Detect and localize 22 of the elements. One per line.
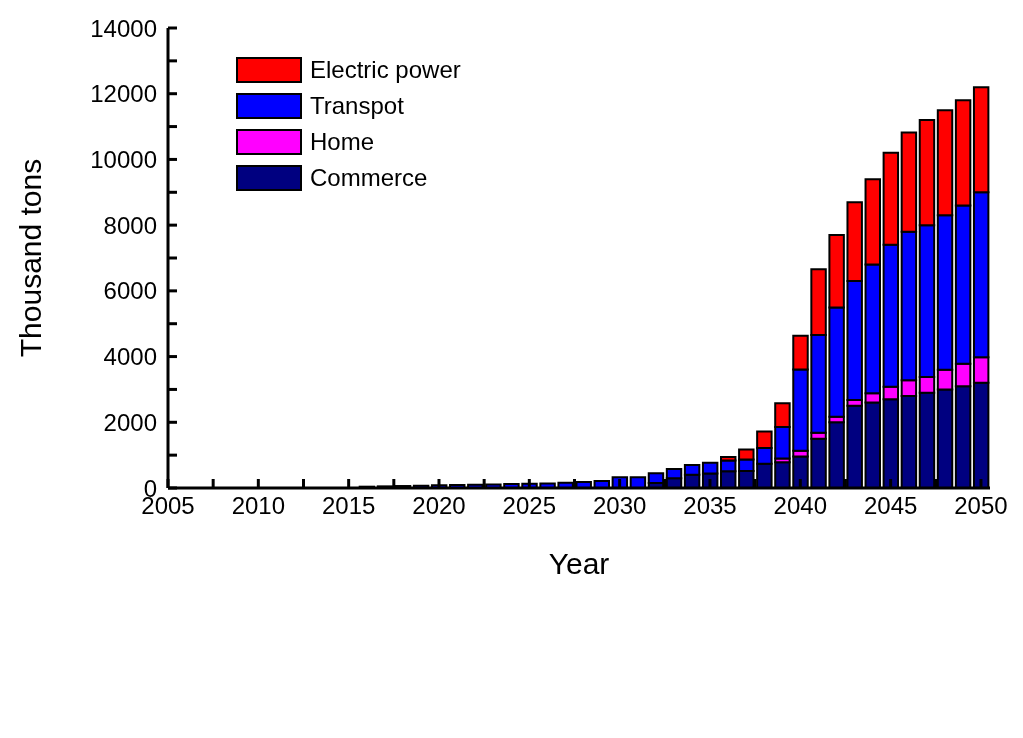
y-tick-label: 6000 xyxy=(103,277,157,305)
x-tick-label: 2010 xyxy=(231,492,286,520)
x-tick-label: 2025 xyxy=(502,492,557,520)
x-tick-label: 2050 xyxy=(954,492,1008,520)
x-tick-label: 2015 xyxy=(321,492,376,520)
legend-label: Commerce xyxy=(310,164,428,192)
legend-label: Transpot xyxy=(310,92,404,120)
x-tick-label: 2030 xyxy=(592,492,647,520)
legend-label: Home xyxy=(310,128,375,156)
y-tick-label: 2000 xyxy=(103,408,157,436)
y-axis-title: Thousand tons xyxy=(13,158,47,358)
x-tick-label: 2045 xyxy=(863,492,918,520)
y-tick-label: 14000 xyxy=(90,14,157,42)
legend-label: Electric power xyxy=(310,56,461,84)
x-tick-label: 2035 xyxy=(683,492,737,520)
y-tick-label: 4000 xyxy=(103,343,157,371)
y-tick-label: 12000 xyxy=(90,80,157,108)
y-tick-label: 8000 xyxy=(103,211,157,239)
y-tick-label: 10000 xyxy=(90,145,157,173)
x-axis-title: Year xyxy=(548,547,610,580)
x-tick-label: 2020 xyxy=(412,492,466,520)
x-tick-label: 2040 xyxy=(773,492,827,520)
